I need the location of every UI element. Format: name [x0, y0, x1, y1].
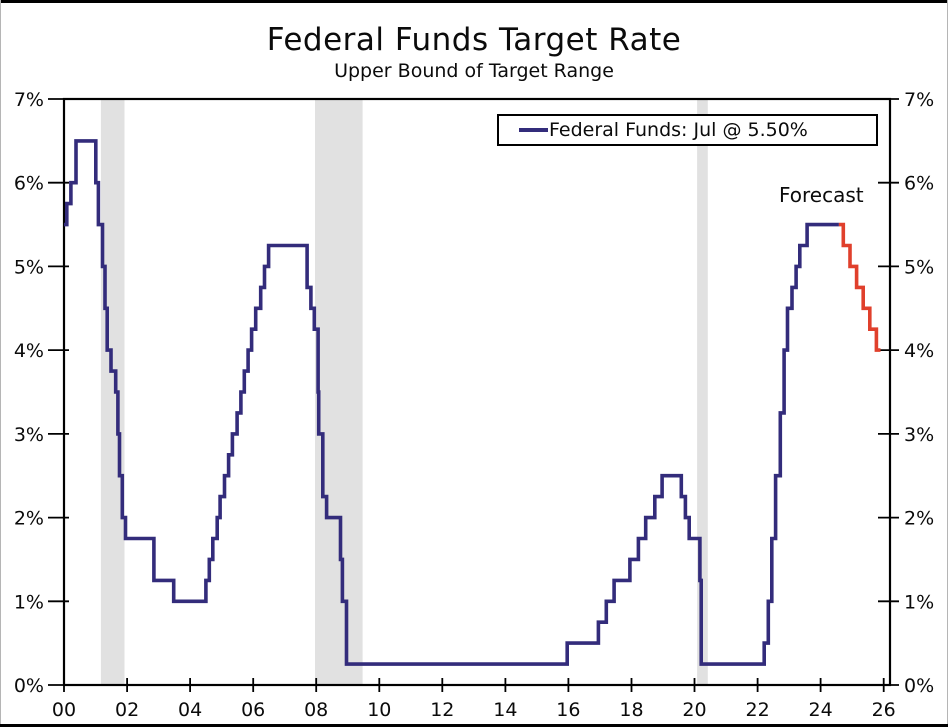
- x-tick-label: 26: [872, 699, 896, 721]
- x-tick-label: 18: [619, 699, 643, 721]
- x-tick-label: 06: [241, 699, 265, 721]
- y-tick-label-right: 6%: [904, 173, 934, 195]
- y-tick-label-left: 2%: [14, 508, 44, 530]
- y-tick-label-left: 4%: [14, 340, 44, 362]
- recession-band: [100, 99, 125, 685]
- legend-box: Federal Funds: Jul @ 5.50%: [497, 114, 878, 146]
- y-tick-label-right: 1%: [904, 591, 934, 613]
- forecast-annotation: Forecast: [779, 183, 864, 207]
- x-tick-label: 04: [178, 699, 202, 721]
- y-tick-label-left: 7%: [14, 89, 44, 111]
- recession-band: [315, 99, 363, 685]
- y-tick-label-right: 2%: [904, 508, 934, 530]
- x-tick-label: 14: [493, 699, 517, 721]
- y-tick-label-left: 3%: [14, 424, 44, 446]
- page-left-rule: [0, 0, 1, 727]
- recession-band: [697, 99, 708, 685]
- y-tick-label-left: 5%: [14, 256, 44, 278]
- x-tick-label: 22: [746, 699, 770, 721]
- chart-title: Federal Funds Target Rate: [266, 22, 682, 58]
- history-line: [64, 139, 839, 666]
- forecast-line: [838, 222, 881, 352]
- y-tick-label-right: 0%: [904, 675, 934, 697]
- y-tick-label-right: 4%: [904, 340, 934, 362]
- x-tick-label: 20: [682, 699, 706, 721]
- x-tick-label: 10: [367, 699, 391, 721]
- x-tick-label: 02: [115, 699, 139, 721]
- legend-label: Federal Funds: Jul @ 5.50%: [549, 119, 808, 141]
- y-tick-label-left: 6%: [14, 173, 44, 195]
- page-top-rule: [0, 0, 948, 3]
- x-tick-label: 08: [304, 699, 328, 721]
- y-tick-label-right: 7%: [904, 89, 934, 111]
- plot-frame: [62, 97, 892, 687]
- y-tick-label-right: 3%: [904, 424, 934, 446]
- y-tick-label-right: 5%: [904, 256, 934, 278]
- y-tick-label-left: 1%: [14, 591, 44, 613]
- chart-subtitle: Upper Bound of Target Range: [334, 60, 614, 82]
- x-tick-label: 00: [52, 699, 76, 721]
- y-tick-label-left: 0%: [14, 675, 44, 697]
- legend-line-swatch: [519, 128, 548, 132]
- x-tick-label: 24: [809, 699, 833, 721]
- page-bottom-rule: [0, 724, 948, 727]
- x-tick-label: 16: [556, 699, 580, 721]
- x-tick-label: 12: [430, 699, 454, 721]
